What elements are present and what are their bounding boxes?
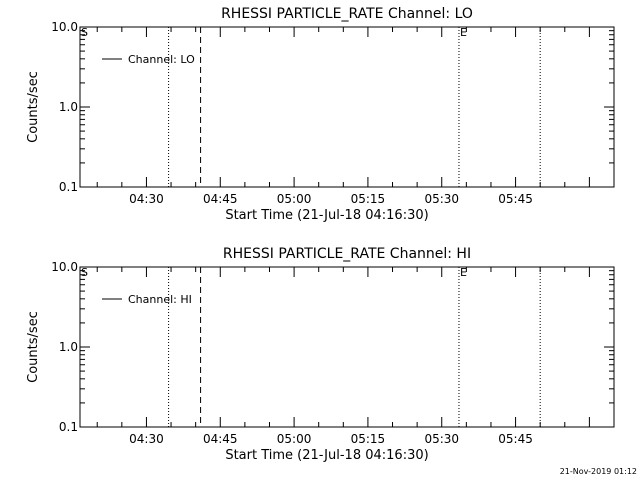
y-tick-label: 10.0	[51, 260, 78, 274]
y-tick-label: 10.0	[51, 20, 78, 34]
marker-label-e: E	[460, 266, 467, 279]
x-tick-label: 04:30	[129, 192, 164, 206]
x-tick-label: 05:00	[277, 432, 312, 446]
x-tick-label: 04:45	[203, 192, 238, 206]
chart-panel-hi: RHESSI PARTICLE_RATE Channel: HI 04:30 04:…	[26, 246, 615, 463]
x-tick-label: 05:15	[351, 192, 386, 206]
y-tick-label: 1.0	[59, 340, 78, 354]
x-tick-label: 05:45	[498, 432, 533, 446]
marker-label-s: S	[81, 26, 88, 39]
y-axis-label: Counts/sec	[26, 71, 41, 143]
x-tick-label: 05:45	[498, 192, 533, 206]
x-tick-label: 04:30	[129, 432, 164, 446]
y-axis-label: Counts/sec	[26, 311, 41, 383]
x-tick-label: 05:30	[424, 432, 459, 446]
y-tick-label: 0.1	[59, 180, 78, 194]
x-axis-label: Start Time (21-Jul-18 04:16:30)	[225, 448, 428, 463]
chart-title: RHESSI PARTICLE_RATE Channel: LO	[221, 6, 473, 22]
x-tick-label: 04:45	[203, 432, 238, 446]
marker-label-s: S	[81, 266, 88, 279]
plot-frame	[79, 266, 615, 428]
legend-label: Channel: LO	[128, 53, 195, 66]
chart-panel-lo: RHESSI PARTICLE_RATE Channel: LO 04:30 04:…	[26, 6, 615, 223]
x-tick-label: 05:30	[424, 192, 459, 206]
x-tick-label: 05:15	[351, 432, 386, 446]
plot-frame	[79, 26, 615, 188]
marker-label-e: E	[460, 26, 467, 39]
x-tick-label: 05:00	[277, 192, 312, 206]
footer-timestamp: 21-Nov-2019 01:12	[560, 467, 637, 476]
chart-title: RHESSI PARTICLE_RATE Channel: HI	[223, 246, 471, 262]
x-axis-label: Start Time (21-Jul-18 04:16:30)	[225, 208, 428, 223]
legend-label: Channel: HI	[128, 293, 192, 306]
y-tick-label: 1.0	[59, 100, 78, 114]
y-tick-label: 0.1	[59, 420, 78, 434]
